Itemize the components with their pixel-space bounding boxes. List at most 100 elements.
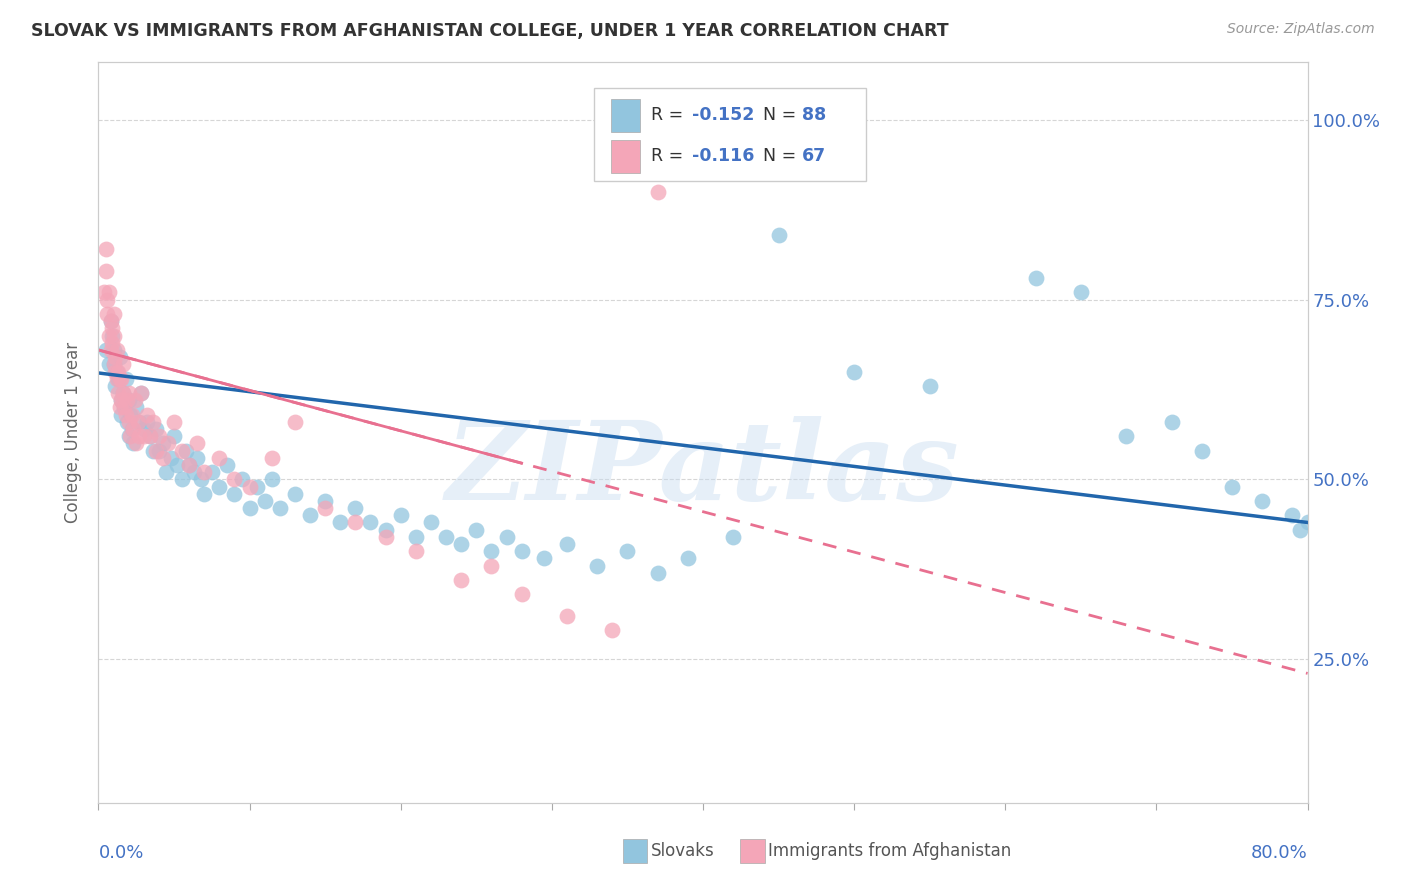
Point [105, 343, 128, 357]
Point [135, 408, 157, 422]
Y-axis label: College, Under 1 year: College, Under 1 year [65, 342, 83, 524]
Point [122, 422, 145, 436]
Point [344, 516, 367, 530]
Point [676, 551, 699, 566]
Point [152, 436, 174, 450]
Text: R =: R = [651, 146, 689, 164]
Text: 0.0%: 0.0% [98, 844, 143, 862]
Point [118, 386, 141, 401]
Point [110, 408, 132, 422]
Point [96, 293, 118, 307]
Point [246, 479, 269, 493]
Point [186, 436, 208, 450]
Point [122, 436, 145, 450]
Point [1115, 429, 1137, 443]
Point [132, 429, 155, 443]
FancyBboxPatch shape [741, 839, 765, 863]
Point [110, 393, 132, 408]
Point [1191, 443, 1213, 458]
Point [112, 401, 135, 415]
FancyBboxPatch shape [623, 839, 647, 863]
Text: 88: 88 [803, 105, 827, 124]
Point [510, 587, 533, 601]
Point [284, 486, 307, 500]
Point [586, 558, 609, 573]
Point [145, 443, 167, 458]
Point [647, 185, 669, 199]
Text: ZIPatlas: ZIPatlas [446, 416, 960, 524]
Point [120, 408, 142, 422]
Point [103, 357, 125, 371]
Point [127, 415, 149, 429]
Point [190, 472, 212, 486]
Point [450, 537, 472, 551]
Point [201, 465, 224, 479]
Point [1024, 271, 1046, 285]
Point [100, 343, 122, 357]
Text: 67: 67 [803, 146, 827, 164]
Point [145, 422, 167, 436]
Point [224, 472, 246, 486]
Point [155, 465, 177, 479]
Point [1160, 415, 1182, 429]
Text: N =: N = [763, 105, 803, 124]
Point [344, 501, 367, 516]
Point [193, 465, 215, 479]
Point [120, 429, 142, 443]
Point [118, 415, 141, 429]
Point [465, 523, 488, 537]
Point [142, 415, 165, 429]
Point [139, 429, 162, 443]
Point [105, 365, 128, 379]
Point [239, 479, 262, 493]
Text: Slovaks: Slovaks [651, 842, 714, 860]
Point [510, 544, 533, 558]
Point [94, 243, 117, 257]
Point [111, 386, 134, 401]
Point [110, 393, 132, 408]
Point [481, 558, 503, 573]
Point [152, 450, 174, 465]
Point [239, 501, 262, 516]
Point [100, 314, 122, 328]
Point [103, 343, 125, 357]
Point [111, 357, 134, 371]
Point [156, 436, 179, 450]
Point [215, 458, 238, 472]
Point [98, 328, 121, 343]
Point [107, 372, 129, 386]
Point [193, 486, 215, 500]
Point [135, 415, 157, 429]
Point [108, 350, 131, 364]
Point [107, 365, 129, 379]
Point [1251, 494, 1274, 508]
Text: Immigrants from Afghanistan: Immigrants from Afghanistan [768, 842, 1011, 860]
Point [100, 314, 122, 328]
Point [104, 350, 127, 364]
Point [1281, 508, 1303, 523]
Point [114, 408, 136, 422]
Point [329, 516, 352, 530]
FancyBboxPatch shape [612, 99, 640, 132]
Point [284, 415, 307, 429]
Point [94, 264, 117, 278]
Point [360, 516, 382, 530]
Text: R =: R = [651, 105, 689, 124]
Point [101, 335, 124, 350]
Point [616, 544, 638, 558]
Point [262, 472, 284, 486]
Point [1220, 479, 1243, 493]
Point [94, 343, 117, 357]
Point [602, 624, 624, 638]
Point [533, 551, 555, 566]
Point [495, 530, 517, 544]
Point [112, 401, 135, 415]
Point [174, 443, 197, 458]
Point [405, 530, 427, 544]
Point [129, 386, 152, 401]
Point [124, 393, 146, 408]
FancyBboxPatch shape [595, 88, 866, 181]
Point [405, 544, 427, 558]
Point [132, 422, 155, 436]
Point [129, 386, 152, 401]
